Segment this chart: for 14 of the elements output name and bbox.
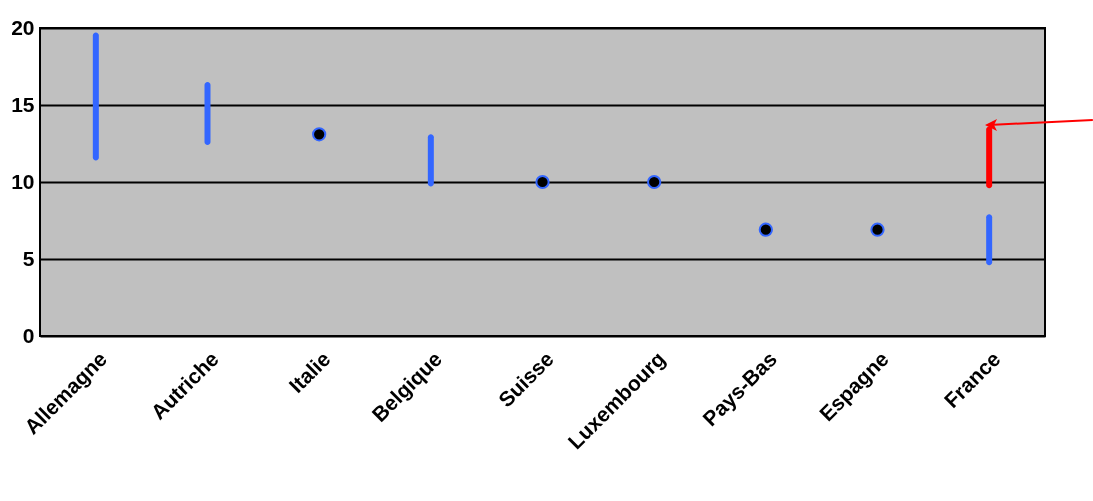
point — [870, 222, 885, 237]
point — [312, 127, 327, 142]
point — [647, 174, 662, 190]
y-tick-label: 20 — [11, 15, 35, 39]
y-tick-label: 0 — [22, 323, 35, 347]
y-tick-label: 15 — [11, 92, 35, 116]
bar — [92, 32, 99, 161]
point — [535, 174, 550, 190]
y-tick-label: 5 — [22, 246, 35, 270]
bar — [427, 134, 434, 187]
point — [758, 222, 773, 237]
y-tick-label: 10 — [11, 169, 35, 193]
bar — [204, 81, 211, 146]
bar — [986, 214, 993, 266]
